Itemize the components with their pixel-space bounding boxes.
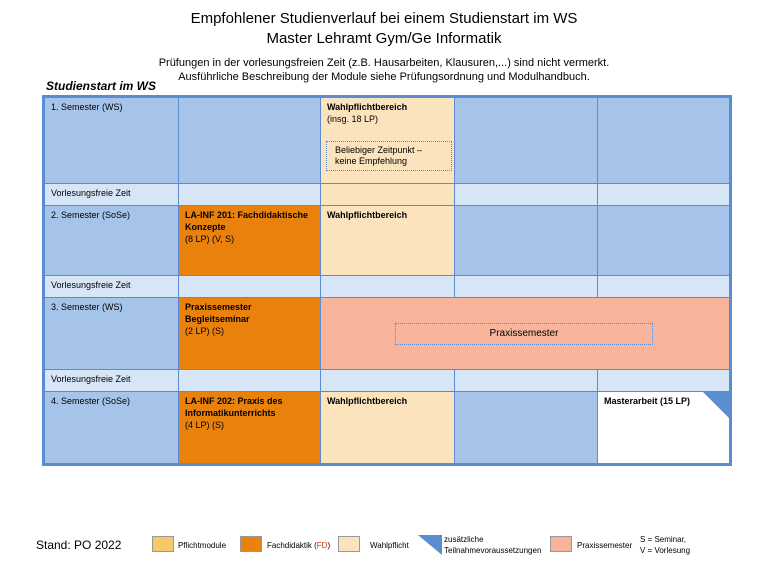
legend-fd-abbr: FD [316, 541, 328, 550]
module-la-inf-202[interactable]: LA-INF 202: Praxis des Informatikunterri… [178, 391, 321, 464]
legend-fd-swatch [240, 536, 262, 552]
exam-note: Prüfungen in der vorlesungsfreien Zeit (… [158, 57, 610, 69]
empty-cell [178, 275, 321, 298]
module-credits: (2 LP) (S) [185, 326, 225, 336]
module-title-cont: Informatikunterrichts [185, 408, 276, 418]
empty-cell [597, 275, 730, 298]
zeitpunkt-line2: keine Empfehlung [335, 156, 408, 166]
empty-cell [178, 183, 321, 206]
page-subtitle: Master Lehramt Gym/Ge Informatik [266, 30, 502, 47]
row-label-semester-1: 1. Semester (WS) [44, 97, 179, 184]
study-plan-grid: 1. Semester (WS) Wahlpflichtbereich (ins… [42, 95, 732, 466]
prerequisite-corner-icon [703, 392, 729, 418]
legend-wahlpflicht-label: Wahlpflicht [370, 541, 409, 550]
empty-cell [178, 369, 321, 392]
empty-cell [454, 183, 598, 206]
legend-zusatz-line2: Teilnahmevoraussetzungen [444, 546, 542, 555]
zeitpunkt-line1: Beliebiger Zeitpunkt – [335, 145, 423, 155]
stand-label: Stand: PO 2022 [36, 538, 122, 552]
row-label-semester-4: 4. Semester (SoSe) [44, 391, 179, 464]
legend-seminar: S = Seminar, [640, 535, 687, 544]
module-masterarbeit[interactable]: Masterarbeit (15 LP) [597, 391, 730, 464]
module-wahlpflichtbereich-2[interactable]: Wahlpflichtbereich [320, 205, 455, 276]
row-label-vorlesungsfrei-3: Vorlesungsfreie Zeit [44, 369, 179, 392]
row-label-vorlesungsfrei-2: Vorlesungsfreie Zeit [44, 275, 179, 298]
legend-praxis-swatch [550, 536, 572, 552]
page-title: Empfohlener Studienverlauf bei einem Stu… [190, 10, 578, 27]
row-label-semester-2: 2. Semester (SoSe) [44, 205, 179, 276]
empty-cell [320, 275, 455, 298]
legend-pflicht-label: Pflichtmodule [178, 541, 227, 550]
empty-cell [454, 205, 598, 276]
module-title-cont: Konzepte [185, 222, 226, 232]
module-wahlpflichtbereich-3[interactable]: Wahlpflichtbereich [320, 391, 455, 464]
empty-cell [320, 183, 455, 206]
module-title: Wahlpflichtbereich [327, 396, 408, 406]
empty-cell [454, 391, 598, 464]
row-label-vorlesungsfrei-1: Vorlesungsfreie Zeit [44, 183, 179, 206]
module-credits: (8 LP) (V, S) [185, 234, 235, 244]
empty-cell [597, 97, 730, 184]
empty-cell [320, 369, 455, 392]
empty-cell [597, 369, 730, 392]
legend-praxis-label: Praxissemester [577, 541, 633, 550]
legend-pflicht-swatch [152, 536, 174, 552]
module-title: LA-INF 201: Fachdidaktische [185, 210, 309, 220]
empty-cell [454, 369, 598, 392]
praxissemester-label: Praxissemester [395, 323, 653, 345]
legend-fd-prefix: Fachdidaktik ( [267, 541, 317, 550]
zeitpunkt-box: Beliebiger Zeitpunkt – keine Empfehlung [326, 141, 452, 171]
module-credits: (insg. 18 LP) [327, 114, 379, 124]
empty-cell [597, 183, 730, 206]
module-praxissemester-begleitseminar[interactable]: Praxissemester Begleitseminar (2 LP) (S) [178, 297, 321, 370]
legend-vorlesung: V = Vorlesung [640, 546, 691, 555]
legend-wahlpflicht-swatch [338, 536, 360, 552]
legend-fd-label: Fachdidaktik (FD) [267, 541, 330, 551]
module-description-note: Ausführliche Beschreibung der Module sie… [178, 71, 590, 83]
legend-zusatz-line1: zusätzliche [444, 535, 484, 544]
empty-cell [454, 275, 598, 298]
studienstart-label: Studienstart im WS [46, 79, 157, 93]
module-la-inf-201[interactable]: LA-INF 201: Fachdidaktische Konzepte (8 … [178, 205, 321, 276]
legend-fd-suffix: ) [327, 541, 331, 550]
module-title: LA-INF 202: Praxis des [185, 396, 283, 406]
module-title: Masterarbeit (15 LP) [604, 396, 691, 406]
empty-cell [454, 97, 598, 184]
row-label-semester-3: 3. Semester (WS) [44, 297, 179, 370]
module-praxissemester[interactable] [320, 297, 730, 370]
module-title: Wahlpflichtbereich [327, 102, 408, 112]
prerequisite-triangle-icon [418, 535, 442, 555]
module-title: Wahlpflichtbereich [327, 210, 408, 220]
empty-cell [178, 97, 321, 184]
module-title-cont: Begleitseminar [185, 314, 250, 324]
empty-cell [597, 205, 730, 276]
module-credits: (4 LP) (S) [185, 420, 225, 430]
module-title: Praxissemester [185, 302, 252, 312]
